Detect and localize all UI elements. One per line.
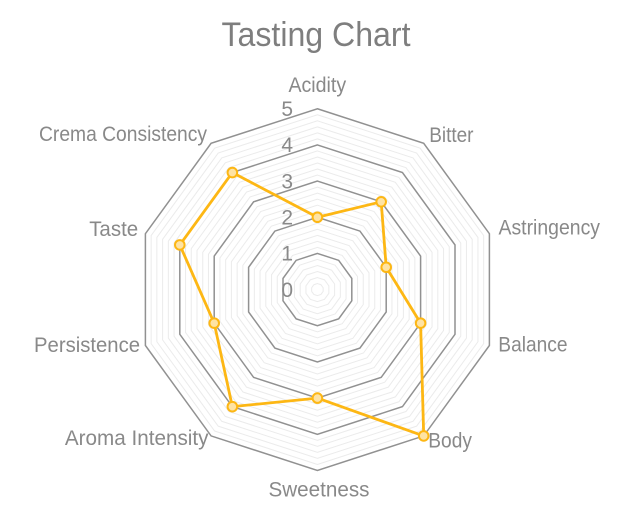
svg-text:0: 0 xyxy=(281,279,293,302)
svg-text:Crema Consistency: Crema Consistency xyxy=(39,123,207,146)
svg-text:Body: Body xyxy=(428,430,472,453)
svg-text:Astringency: Astringency xyxy=(499,217,601,240)
svg-text:Bitter: Bitter xyxy=(429,124,473,147)
svg-text:5: 5 xyxy=(281,98,293,121)
svg-text:Balance: Balance xyxy=(498,334,567,357)
svg-text:Tasting Chart: Tasting Chart xyxy=(222,16,412,54)
svg-text:Sweetness: Sweetness xyxy=(269,478,370,501)
svg-text:Taste: Taste xyxy=(89,218,138,241)
svg-text:3: 3 xyxy=(281,170,293,193)
svg-text:Persistence: Persistence xyxy=(34,334,140,357)
svg-text:2: 2 xyxy=(281,207,293,230)
svg-text:Aroma Intensity: Aroma Intensity xyxy=(65,427,209,450)
svg-text:4: 4 xyxy=(281,134,293,157)
svg-text:Acidity: Acidity xyxy=(288,74,346,97)
svg-text:1: 1 xyxy=(281,243,293,266)
